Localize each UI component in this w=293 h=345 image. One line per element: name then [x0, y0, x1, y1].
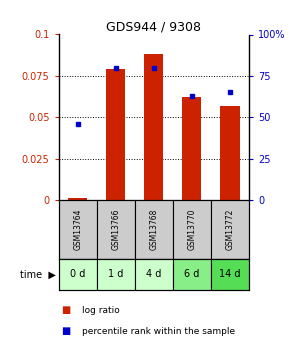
Text: 6 d: 6 d	[184, 269, 200, 279]
Bar	[97, 200, 135, 259]
Text: GSM13772: GSM13772	[226, 209, 234, 250]
Text: 0 d: 0 d	[70, 269, 85, 279]
Bar	[211, 200, 249, 259]
Text: GSM13764: GSM13764	[73, 209, 82, 250]
Text: 1 d: 1 d	[108, 269, 123, 279]
Text: 4 d: 4 d	[146, 269, 161, 279]
Text: ■: ■	[62, 306, 71, 315]
Bar	[97, 259, 135, 290]
Bar	[59, 259, 97, 290]
Text: ■: ■	[62, 326, 71, 336]
Bar	[173, 200, 211, 259]
Bar	[59, 200, 97, 259]
Text: log ratio: log ratio	[82, 306, 120, 315]
Text: GSM13770: GSM13770	[188, 209, 196, 250]
Bar	[68, 198, 87, 200]
Bar	[144, 55, 163, 200]
Bar	[173, 259, 211, 290]
Text: 14 d: 14 d	[219, 269, 241, 279]
Bar	[135, 259, 173, 290]
Bar	[211, 259, 249, 290]
Title: GDS944 / 9308: GDS944 / 9308	[106, 20, 201, 33]
Bar	[220, 106, 239, 200]
Text: GSM13768: GSM13768	[149, 209, 158, 250]
Bar	[182, 97, 201, 200]
Text: GSM13766: GSM13766	[111, 209, 120, 250]
Text: percentile rank within the sample: percentile rank within the sample	[82, 327, 235, 336]
Bar	[135, 200, 173, 259]
Text: time  ▶: time ▶	[20, 269, 56, 279]
Bar	[106, 69, 125, 200]
